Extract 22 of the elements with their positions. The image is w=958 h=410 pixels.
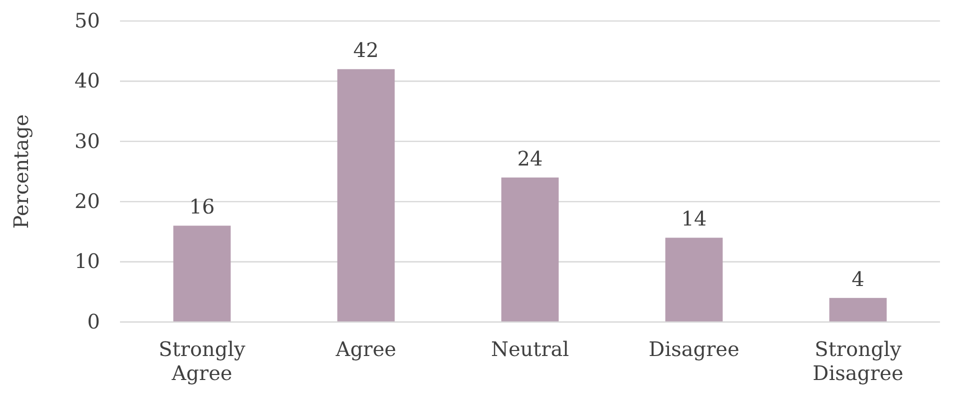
x-tick-label: Strongly Agree (158, 337, 246, 385)
y-tick-label: 10 (74, 249, 100, 274)
data-label: 4 (852, 266, 864, 291)
x-tick-label: Strongly Disagree (812, 337, 904, 385)
bar (501, 178, 559, 322)
bar (665, 238, 723, 322)
data-label: 42 (353, 38, 379, 62)
bar (337, 69, 395, 322)
y-tick-label: 0 (87, 309, 100, 334)
data-label: 24 (517, 146, 543, 171)
y-axis-title: Percentage (9, 114, 33, 229)
x-tick-label: Disagree (648, 337, 740, 361)
x-tick-label: Agree (334, 337, 396, 361)
y-tick-label: 40 (74, 68, 100, 93)
data-label: 16 (189, 194, 215, 219)
bar (173, 226, 231, 322)
y-tick-label: 30 (74, 128, 100, 153)
bar (829, 298, 887, 322)
y-tick-label: 50 (74, 8, 100, 32)
y-tick-label: 20 (74, 189, 100, 213)
x-tick-label: Neutral (490, 337, 570, 361)
data-label: 14 (681, 206, 707, 231)
